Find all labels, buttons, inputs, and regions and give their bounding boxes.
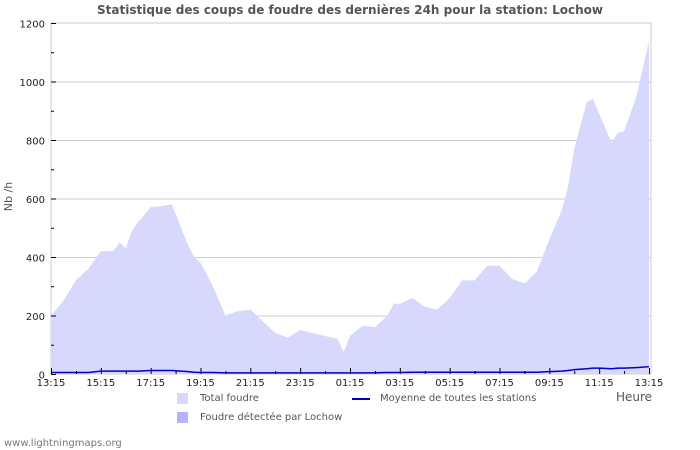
- x-tick-label: 07:15: [485, 378, 514, 389]
- x-tick-label: 13:15: [635, 378, 664, 389]
- x-axis-label: Heure: [616, 390, 653, 404]
- y-tick-label: 800: [26, 137, 45, 148]
- y-tick-label: 200: [26, 312, 45, 323]
- axes: 0 200 400 600 800 1000 1200 13:15 15:15 17:15 19:1…: [20, 20, 664, 390]
- y-tick-label: 0: [39, 371, 45, 382]
- legend-average: Moyenne de toutes les stations: [352, 393, 536, 404]
- legend-label-detected: Foudre détectée par Lochow: [200, 412, 343, 423]
- x-tick-label: 13:15: [37, 378, 66, 389]
- x-tick-label: 15:15: [86, 378, 115, 389]
- x-tick-label: 11:15: [585, 378, 614, 389]
- x-tick-label: 21:15: [236, 378, 265, 389]
- x-tick-label: 17:15: [136, 378, 165, 389]
- legend-detected: Foudre détectée par Lochow: [177, 412, 342, 423]
- x-tick-label: 19:15: [186, 378, 215, 389]
- y-axis-label: Nb /h: [2, 181, 16, 212]
- legend-swatch-detected-icon: [177, 412, 188, 423]
- x-tick-label: 23:15: [286, 378, 315, 389]
- x-tick-label: 03:15: [385, 378, 414, 389]
- y-tick-label: 1000: [20, 78, 45, 89]
- legend-swatch-total-icon: [177, 393, 188, 404]
- y-tick-label: 600: [26, 195, 45, 206]
- x-tick-label: 05:15: [435, 378, 464, 389]
- legend-line-average-icon: [352, 397, 370, 400]
- footer-credit[interactable]: www.lightningmaps.org: [4, 438, 122, 449]
- total-area: [51, 40, 649, 375]
- legend-label-total: Total foudre: [200, 393, 259, 404]
- legend-total: Total foudre: [177, 393, 259, 404]
- data-areas: [51, 40, 650, 375]
- legend-label-average: Moyenne de toutes les stations: [380, 393, 537, 404]
- x-tick-label: 09:15: [535, 378, 564, 389]
- chart-title: Statistique des coups de foudre des dern…: [97, 3, 603, 17]
- y-tick-label: 400: [26, 254, 45, 265]
- x-tick-label: 01:15: [336, 378, 365, 389]
- y-tick-label: 1200: [20, 20, 45, 31]
